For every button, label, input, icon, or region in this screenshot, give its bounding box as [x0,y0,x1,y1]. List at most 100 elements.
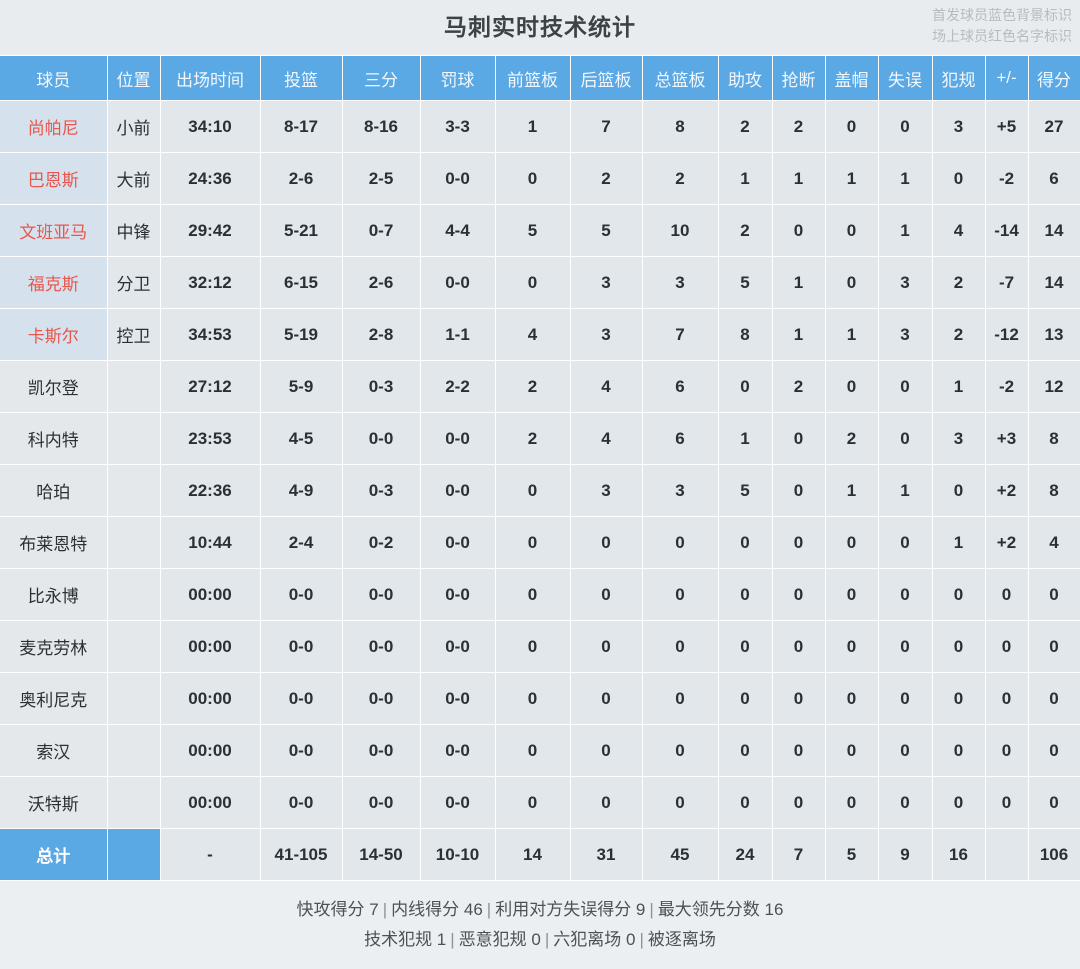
cell-stl: 2 [772,360,826,413]
cell-stl: 0 [772,672,826,725]
summary-label: 最大领先分数 [657,900,760,919]
cell-plusminus: -14 [985,204,1029,257]
player-row[interactable]: 凯尔登 27:12 5-9 0-3 2-2 2 4 6 0 2 0 0 1 -2 12 [0,360,1080,413]
cell-plusminus: +2 [985,516,1029,569]
cell-tov: 3 [878,308,933,361]
cell-dreb: 0 [570,776,643,829]
col-header-name[interactable]: 球员 [0,56,108,101]
legend-line-oncourt: 场上球员红色名字标识 [932,28,1072,44]
cell-blk: 0 [825,360,879,413]
player-row[interactable]: 尚帕尼 小前 34:10 8-17 8-16 3-3 1 7 8 2 2 0 0 3 +5 27 [0,100,1080,153]
summary-value: 0 [526,930,541,949]
col-header-plusminus[interactable]: +/- [985,56,1029,101]
cell-reb: 7 [642,308,719,361]
cell-plusminus: -2 [985,152,1029,205]
cell-pts: 8 [1028,464,1080,517]
cell-pts: 14 [1028,256,1080,309]
cell-pf: 0 [932,568,986,621]
totals-min: - [160,828,261,881]
cell-tp: 8-16 [342,100,421,153]
cell-reb: 2 [642,152,719,205]
cell-pf: 1 [932,360,986,413]
legend-line-starters: 首发球员蓝色背景标识 [932,7,1072,23]
cell-stl: 0 [772,204,826,257]
cell-tp: 0-3 [342,360,421,413]
cell-reb: 0 [642,776,719,829]
cell-stl: 0 [772,776,826,829]
cell-plusminus: 0 [985,776,1029,829]
player-row[interactable]: 巴恩斯 大前 24:36 2-6 2-5 0-0 0 2 2 1 1 1 1 0 -2 6 [0,152,1080,205]
col-header-stl[interactable]: 抢断 [772,56,826,101]
col-header-pts[interactable]: 得分 [1028,56,1080,101]
col-header-blk[interactable]: 盖帽 [825,56,879,101]
cell-pos [107,516,161,569]
cell-dreb: 3 [570,256,643,309]
col-header-reb[interactable]: 总篮板 [642,56,719,101]
summary-label: 技术犯规 [364,930,433,949]
cell-tov: 0 [878,724,933,777]
cell-pos: 中锋 [107,204,161,257]
col-header-tp[interactable]: 三分 [342,56,421,101]
cell-fg: 5-9 [260,360,343,413]
player-row[interactable]: 奥利尼克 00:00 0-0 0-0 0-0 0 0 0 0 0 0 0 0 0 0 [0,672,1080,725]
player-row[interactable]: 哈珀 22:36 4-9 0-3 0-0 0 3 3 5 0 1 1 0 +2 8 [0,464,1080,517]
cell-tov: 0 [878,100,933,153]
summary-value: 0 [621,930,636,949]
cell-ast: 5 [718,464,773,517]
cell-stl: 0 [772,412,826,465]
col-header-oreb[interactable]: 前篮板 [495,56,571,101]
col-header-tov[interactable]: 失误 [878,56,933,101]
cell-name: 凯尔登 [0,360,108,413]
cell-plusminus: -7 [985,256,1029,309]
cell-pf: 0 [932,672,986,725]
player-row[interactable]: 文班亚马 中锋 29:42 5-21 0-7 4-4 5 5 10 2 0 0 1 4 -14 14 [0,204,1080,257]
cell-fg: 5-19 [260,308,343,361]
summary-separator: | [382,900,388,919]
cell-pos [107,724,161,777]
cell-blk: 0 [825,204,879,257]
cell-pts: 8 [1028,412,1080,465]
cell-reb: 6 [642,412,719,465]
cell-pf: 2 [932,256,986,309]
summary-label: 恶意犯规 [458,930,527,949]
cell-fg: 2-4 [260,516,343,569]
cell-name: 科内特 [0,412,108,465]
cell-ast: 0 [718,516,773,569]
player-row[interactable]: 卡斯尔 控卫 34:53 5-19 2-8 1-1 4 3 7 8 1 1 3 2 -12 13 [0,308,1080,361]
cell-name: 巴恩斯 [0,152,108,205]
col-header-ast[interactable]: 助攻 [718,56,773,101]
cell-ast: 1 [718,152,773,205]
summary-label: 快攻得分 [296,900,365,919]
cell-stl: 0 [772,568,826,621]
totals-stl: 7 [772,828,826,881]
player-row[interactable]: 麦克劳林 00:00 0-0 0-0 0-0 0 0 0 0 0 0 0 0 0 0 [0,620,1080,673]
cell-ast: 0 [718,568,773,621]
cell-fg: 4-9 [260,464,343,517]
col-header-pf[interactable]: 犯规 [932,56,986,101]
col-header-ft[interactable]: 罚球 [420,56,496,101]
cell-ft: 0-0 [420,776,496,829]
col-header-dreb[interactable]: 后篮板 [570,56,643,101]
cell-blk: 0 [825,724,879,777]
cell-oreb: 0 [495,256,571,309]
totals-row[interactable]: 总计 -41-105 14-50 10-10 14 31 45 24 7 5 9 16 106 [0,828,1080,881]
player-row[interactable]: 科内特 23:53 4-5 0-0 0-0 2 4 6 1 0 2 0 3 +3 8 [0,412,1080,465]
col-header-min[interactable]: 出场时间 [160,56,261,101]
cell-ft: 0-0 [420,724,496,777]
cell-pts: 12 [1028,360,1080,413]
cell-tp: 0-7 [342,204,421,257]
player-row[interactable]: 索汉 00:00 0-0 0-0 0-0 0 0 0 0 0 0 0 0 0 0 [0,724,1080,777]
cell-ft: 4-4 [420,204,496,257]
player-row[interactable]: 沃特斯 00:00 0-0 0-0 0-0 0 0 0 0 0 0 0 0 0 0 [0,776,1080,829]
panel-header: 马刺实时技术统计 首发球员蓝色背景标识 场上球员红色名字标识 [0,0,1080,56]
player-row[interactable]: 福克斯 分卫 32:12 6-15 2-6 0-0 0 3 3 5 1 0 3 2 -7 14 [0,256,1080,309]
cell-tp: 0-0 [342,620,421,673]
summary-label: 内线得分 [391,900,460,919]
cell-reb: 0 [642,568,719,621]
cell-pos [107,568,161,621]
col-header-pos[interactable]: 位置 [107,56,161,101]
col-header-fg[interactable]: 投篮 [260,56,343,101]
player-row[interactable]: 布莱恩特 10:44 2-4 0-2 0-0 0 0 0 0 0 0 0 1 +2 4 [0,516,1080,569]
cell-tp: 0-0 [342,672,421,725]
player-row[interactable]: 比永博 00:00 0-0 0-0 0-0 0 0 0 0 0 0 0 0 0 0 [0,568,1080,621]
